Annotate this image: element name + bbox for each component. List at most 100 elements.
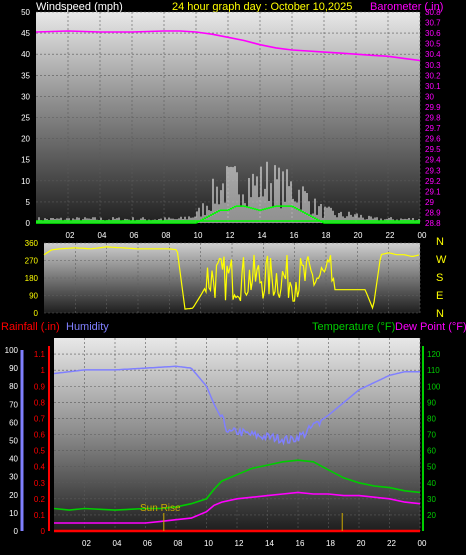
x-tick-label: 16 (290, 231, 299, 240)
temperature-legend: Temperature (°F) (312, 321, 395, 333)
y-tick-label: 40 (21, 50, 30, 59)
y-tick-label: 360 (25, 239, 39, 248)
humidity-tick-label: 70 (9, 400, 18, 409)
temperature-tick-label: 30 (427, 495, 436, 504)
y2-tick-label: 30.8 (425, 8, 441, 17)
y2-tick-label: 29.3 (425, 166, 441, 175)
y-tick-label: 90 (29, 292, 38, 301)
y2-tick-label: 30 (425, 92, 434, 101)
y2-tick-label: 30.5 (425, 40, 441, 49)
x-tick-label: 08 (162, 231, 171, 240)
sunrise-label: Sun Rise (140, 503, 181, 514)
rain-tick-label: 0.5 (34, 447, 46, 456)
rain-tick-label: 0.6 (34, 431, 46, 440)
humidity-tick-label: 40 (9, 455, 18, 464)
y-tick-label: 270 (25, 257, 39, 266)
x-tick-label: 04 (113, 539, 122, 548)
y-tick-label: 35 (21, 71, 30, 80)
direction-line (43, 246, 420, 310)
x-tick-label: 02 (82, 539, 91, 548)
x-tick-label: 12 (235, 539, 244, 548)
y2-tick-label: 28.8 (425, 219, 441, 228)
humidity-tick-label: 30 (9, 473, 18, 482)
humidity-tick-label: 80 (9, 382, 18, 391)
rain-tick-label: 0 (41, 527, 46, 536)
y2-tick-label: 30.3 (425, 61, 441, 70)
rain-tick-label: 0.4 (34, 463, 46, 472)
temperature-tick-label: 80 (427, 414, 436, 423)
y2-tick-label: 30.4 (425, 50, 441, 59)
temperature-tick-label: 50 (427, 463, 436, 472)
temperature-tick-label: 60 (427, 447, 436, 456)
temperature-tick-label: 100 (427, 382, 441, 391)
y-tick-label: 180 (25, 274, 39, 283)
y2-tick-label: 28.9 (425, 208, 441, 217)
wind-panel: 0 5 10 15 20 25 30 35 40 45 50 28.8 28.929 29.129.2 2… (21, 8, 441, 240)
x-tick-label: 18 (326, 539, 335, 548)
y2-tick-label: 29.5 (425, 145, 441, 154)
y2-tick-label: 30.6 (425, 29, 441, 38)
y-tick-label: 5 (26, 198, 31, 207)
y-tick-label: 25 (21, 114, 30, 123)
rain-tick-label: 0.8 (34, 398, 46, 407)
y-tick-label: 0 (34, 309, 39, 318)
humidity-tick-label: 90 (9, 364, 18, 373)
humidity-legend: Humidity (66, 321, 109, 333)
y2-tick-label: 29.6 (425, 135, 441, 144)
compass-label: E (436, 290, 443, 302)
rain-tick-label: 0.1 (34, 511, 46, 520)
temperature-tick-label: 120 (427, 350, 441, 359)
y2-tick-label: 29 (425, 198, 434, 207)
x-tick-label: 16 (296, 539, 305, 548)
y-tick-label: 45 (21, 29, 30, 38)
y2-tick-label: 30.2 (425, 71, 441, 80)
humidity-tick-label: 100 (5, 346, 19, 355)
x-tick-label: 12 (226, 231, 235, 240)
humidity-tick-label: 10 (9, 509, 18, 518)
temperature-tick-label: 110 (427, 366, 440, 375)
y2-tick-label: 30.7 (425, 19, 441, 28)
x-tick-label: 14 (258, 231, 267, 240)
x-tick-label: 10 (204, 539, 213, 548)
x-tick-label: 20 (357, 539, 366, 548)
humidity-tick-label: 50 (9, 437, 18, 446)
rain-tick-label: 0.7 (34, 414, 46, 423)
temperature-tick-label: 90 (427, 398, 436, 407)
y2-tick-label: 29.7 (425, 124, 441, 133)
rain-tick-label: 0.9 (34, 382, 46, 391)
y-tick-label: 10 (21, 177, 30, 186)
humidity-tick-label: 60 (9, 418, 18, 427)
temperature-tick-label: 20 (427, 511, 436, 520)
rainfall-legend: Rainfall (.in) (1, 321, 60, 333)
dewpoint-line (54, 491, 421, 524)
y2-tick-label: 29.9 (425, 103, 441, 112)
humidity-tick-label: 20 (9, 491, 18, 500)
y-tick-label: 30 (21, 92, 30, 101)
y2-tick-label: 30.1 (425, 82, 441, 91)
x-tick-label: 10 (194, 231, 203, 240)
rain-tick-label: 0.3 (34, 479, 46, 488)
compass-label: S (436, 272, 443, 284)
barometer-line (35, 30, 421, 62)
compass-label: N (436, 236, 444, 248)
x-tick-label: 18 (322, 231, 331, 240)
x-tick-label: 06 (143, 539, 152, 548)
y2-tick-label: 29.8 (425, 114, 441, 123)
humidity-line (53, 365, 420, 446)
x-tick-label: 00 (418, 539, 427, 548)
y2-tick-label: 29.1 (425, 187, 441, 196)
x-tick-label: 04 (98, 231, 107, 240)
dewpoint-legend: Dew Point (°F) (395, 321, 466, 333)
y-tick-label: 0 (26, 219, 31, 228)
x-tick-label: 22 (386, 231, 395, 240)
wind-axis-label: Windspeed (mph) (36, 1, 123, 13)
y-tick-label: 50 (21, 8, 30, 17)
x-tick-label: 22 (387, 539, 396, 548)
x-tick-label: 06 (130, 231, 139, 240)
rain-tick-label: 0.2 (34, 495, 46, 504)
rain-tick-label: 1.1 (34, 350, 46, 359)
rain-tick-label: 1 (41, 366, 46, 375)
